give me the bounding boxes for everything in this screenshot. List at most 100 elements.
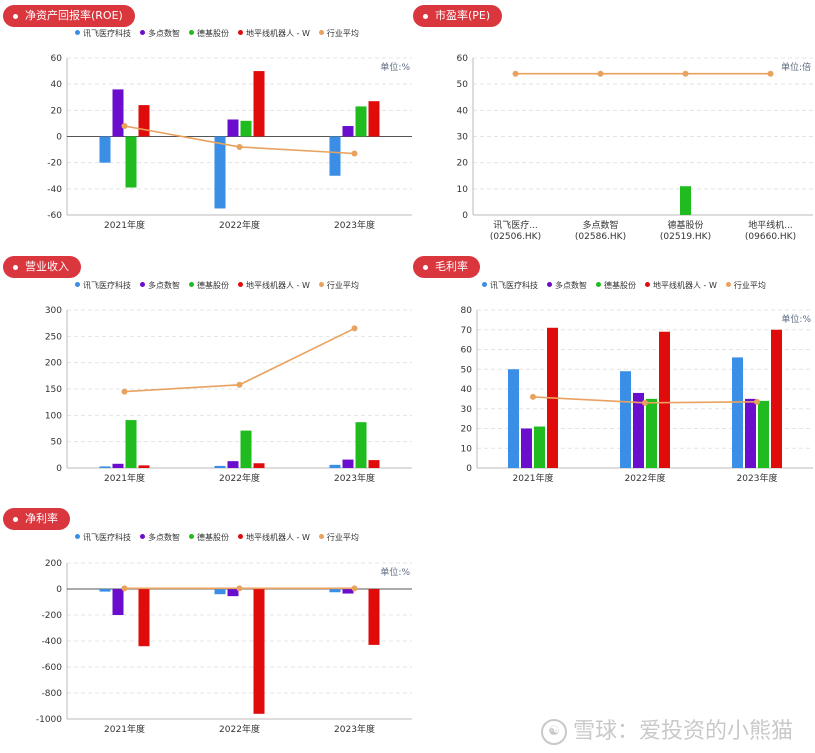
industry-avg-point: [682, 70, 689, 77]
industry-avg-point: [121, 585, 128, 592]
legend-label: 讯飞医疗科技: [83, 281, 131, 290]
roe-chart: -60 -40 -20 0 20 40 60 单位:% 2021年度 2022年度 2023年度: [47, 54, 412, 231]
bar: [368, 589, 380, 645]
legend-dot-icon: [189, 30, 194, 35]
gross-title-badge: 毛利率: [413, 256, 480, 278]
legend-item: 讯飞医疗科技: [75, 28, 131, 39]
watermark: ☯ 雪球：爱投资的小熊猫: [540, 713, 793, 745]
bar: [214, 136, 226, 209]
y-tick-label: 70: [461, 326, 473, 336]
pe-title: 市盈率(PE): [435, 9, 491, 22]
watermark-text: 雪球：爱投资的小熊猫: [572, 719, 793, 744]
legend-dot-icon: [238, 30, 243, 35]
legend-item: 行业平均: [725, 280, 766, 291]
x-tick-label: 地平线机...: [748, 219, 793, 231]
legend-item: 讯飞医疗科技: [75, 532, 131, 543]
legend-label: 地平线机器人 - W: [246, 281, 310, 290]
legend-dot-icon: [596, 282, 601, 287]
bar: [138, 589, 150, 647]
y-tick-label: 40: [461, 385, 473, 395]
y-tick-label: 60: [461, 346, 473, 356]
bar: [771, 329, 782, 468]
xueqiu-logo-icon: ☯: [540, 719, 567, 745]
x-tick-label: 德基股份: [667, 219, 703, 231]
legend-label: 多点数智: [148, 29, 180, 38]
bar: [125, 136, 137, 188]
bar: [125, 420, 137, 468]
y-tick-label: -600: [42, 663, 63, 673]
legend-dot-icon: [482, 282, 487, 287]
legend-dot-icon: [189, 534, 194, 539]
y-tick-label: 0: [466, 464, 472, 474]
y-tick-label: 150: [45, 385, 62, 395]
y-tick-label: -400: [42, 637, 63, 647]
y-tick-label: -1000: [36, 715, 62, 725]
legend-label: 德基股份: [604, 281, 636, 290]
bar: [355, 106, 367, 137]
x-tick-code-label: (02586.HK): [575, 232, 626, 242]
badge-dot-icon: [13, 517, 18, 522]
unit-label: 单位:倍: [781, 61, 811, 73]
bar: [253, 71, 265, 137]
bar: [214, 465, 226, 468]
bar: [521, 428, 532, 468]
bar: [227, 589, 239, 597]
badge-dot-icon: [13, 14, 18, 19]
x-tick-label: 2021年度: [104, 472, 145, 484]
unit-label: 单位:%: [781, 313, 811, 325]
net-chart: -1000 -800 -600 -400 -200 0 200 单位:% 2021年度 2022年…: [36, 559, 412, 735]
x-tick-label: 2022年度: [625, 472, 666, 484]
y-tick-label: -200: [42, 611, 63, 621]
bar: [329, 464, 341, 468]
bar: [138, 465, 150, 468]
bar: [329, 136, 341, 176]
bar: [342, 459, 354, 468]
legend-item: 多点数智: [140, 532, 180, 543]
legend-item: 讯飞医疗科技: [75, 280, 131, 291]
legend-item: 德基股份: [189, 28, 229, 39]
x-tick-label: 2022年度: [219, 723, 260, 735]
legend-label: 多点数智: [555, 281, 587, 290]
legend-label: 地平线机器人 - W: [653, 281, 717, 290]
badge-dot-icon: [13, 265, 18, 270]
roe-title-badge: 净资产回报率(ROE): [3, 5, 135, 27]
y-tick-label: 200: [45, 559, 62, 569]
y-tick-label: 60: [51, 54, 63, 64]
legend-dot-icon: [725, 282, 731, 287]
legend-label: 地平线机器人 - W: [246, 533, 310, 542]
bar: [745, 398, 756, 468]
bar: [99, 136, 111, 163]
y-tick-label: -60: [47, 211, 62, 221]
legend-dot-icon: [238, 282, 243, 287]
bar: [659, 331, 670, 468]
legend-item: 地平线机器人 - W: [238, 280, 310, 291]
industry-avg-point: [236, 381, 243, 388]
industry-avg-point: [642, 399, 648, 406]
y-tick-label: -20: [47, 159, 62, 169]
y-tick-label: 100: [45, 411, 62, 421]
y-tick-label: 300: [45, 306, 62, 316]
bar: [112, 89, 124, 137]
bar: [368, 101, 380, 137]
legend-item: 德基股份: [189, 280, 229, 291]
legend-dot-icon: [645, 282, 650, 287]
bar: [329, 589, 341, 593]
y-tick-label: 50: [51, 438, 63, 448]
unit-label: 单位:%: [380, 566, 410, 578]
legend-dot-icon: [547, 282, 552, 287]
x-tick-label: 2023年度: [334, 472, 375, 484]
y-tick-label: 0: [56, 133, 62, 143]
x-tick-label: 2022年度: [219, 472, 260, 484]
x-tick-label: 2021年度: [104, 219, 145, 231]
legend-item: 行业平均: [318, 532, 359, 543]
badge-dot-icon: [423, 14, 428, 19]
bar: [214, 589, 226, 595]
roe-legend: 讯飞医疗科技 多点数智 德基股份 地平线机器人 - W 行业平均: [75, 28, 368, 39]
badge-dot-icon: [423, 265, 428, 270]
pe-chart: 0102030405060单位:倍讯飞医疗...(02506.HK)多点数智(0…: [457, 54, 813, 242]
industry-avg-point: [351, 585, 358, 592]
bar: [240, 430, 252, 468]
bar: [138, 105, 150, 137]
y-tick-label: 30: [457, 133, 469, 143]
y-tick-label: 40: [457, 106, 469, 116]
